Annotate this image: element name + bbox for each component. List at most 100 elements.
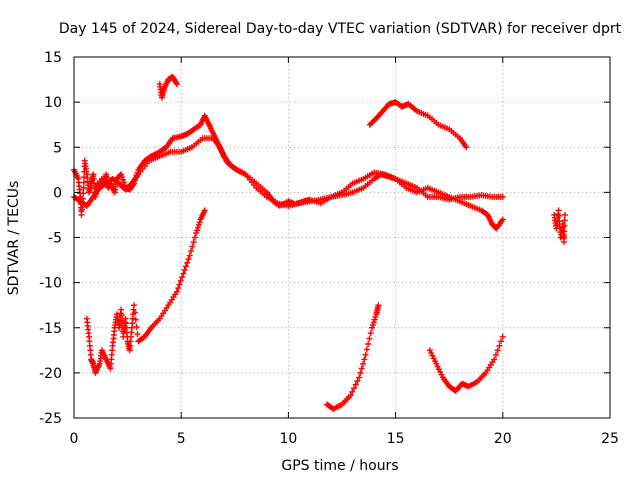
- data-point: [491, 356, 498, 363]
- data-point: [134, 331, 141, 338]
- series-arc-f: [323, 302, 382, 412]
- data-point: [365, 340, 372, 347]
- data-point: [360, 360, 367, 367]
- data-point: [194, 227, 201, 234]
- data-point: [188, 248, 195, 255]
- data-point: [352, 381, 359, 388]
- data-point: [78, 206, 85, 213]
- data-point: [375, 302, 382, 309]
- data-point: [133, 323, 140, 330]
- data-point: [358, 365, 365, 372]
- data-point: [438, 371, 445, 378]
- data-point: [201, 207, 208, 214]
- data-point: [437, 368, 444, 375]
- data-point: [175, 285, 182, 292]
- data-point: [173, 288, 180, 295]
- data-point: [494, 347, 501, 354]
- data-point: [118, 306, 125, 313]
- x-tick-label: 0: [70, 431, 79, 447]
- data-point: [369, 322, 376, 329]
- data-point: [193, 229, 200, 236]
- x-tick-label: 15: [387, 431, 405, 447]
- data-point: [196, 219, 203, 226]
- data-point: [131, 309, 138, 316]
- data-point: [370, 319, 377, 326]
- data-point: [357, 369, 364, 376]
- series-arc-h: [551, 207, 568, 246]
- data-point: [185, 256, 192, 263]
- data-point: [499, 216, 506, 223]
- data-point: [498, 338, 505, 345]
- y-tick-label: 5: [53, 140, 62, 156]
- data-points: [71, 73, 568, 412]
- y-tick-labels: -25 -20 -15 -10 -5 0 5 10 15: [39, 50, 62, 427]
- data-point: [555, 207, 562, 214]
- series-arc-b: [71, 135, 506, 209]
- data-point: [194, 224, 201, 231]
- y-tick-label: 10: [44, 95, 62, 111]
- data-point: [349, 388, 356, 395]
- data-point: [232, 165, 239, 172]
- x-tick-label: 5: [177, 431, 186, 447]
- data-point: [186, 252, 193, 259]
- data-point: [560, 239, 567, 246]
- data-point: [80, 184, 87, 191]
- x-tick-label: 10: [279, 431, 297, 447]
- y-axis-label: SDTVAR / TECUs: [6, 181, 22, 296]
- data-point: [119, 176, 126, 183]
- data-point: [430, 355, 437, 362]
- data-point: [433, 360, 440, 367]
- data-point: [351, 385, 358, 392]
- data-point: [184, 259, 191, 266]
- data-point: [177, 277, 184, 284]
- data-point: [499, 333, 506, 340]
- data-point: [429, 352, 436, 359]
- data-point: [367, 330, 374, 337]
- data-point: [361, 356, 368, 363]
- data-point: [426, 347, 433, 354]
- data-point: [119, 174, 126, 181]
- data-point: [435, 366, 442, 373]
- series-arc-e: [83, 207, 208, 376]
- data-point: [561, 222, 568, 229]
- data-point: [561, 233, 568, 240]
- data-point: [362, 351, 369, 358]
- data-point: [176, 281, 183, 288]
- chart-title: Day 145 of 2024, Sidereal Day-to-day VTE…: [59, 21, 622, 37]
- axis-ticks: [73, 56, 611, 419]
- data-point: [556, 218, 563, 225]
- series-arc-d: [366, 99, 470, 151]
- data-point: [434, 363, 441, 370]
- data-point: [561, 217, 568, 224]
- x-axis-label: GPS time / hours: [281, 458, 398, 474]
- x-tick-labels: 0 5 10 15 20 25: [70, 431, 619, 447]
- data-point: [81, 174, 88, 181]
- data-point: [561, 211, 568, 218]
- data-point: [428, 350, 435, 357]
- data-point: [78, 211, 85, 218]
- data-point: [561, 228, 568, 235]
- y-tick-label: -10: [39, 276, 62, 292]
- data-point: [132, 316, 139, 323]
- data-point: [191, 234, 198, 241]
- data-point: [496, 342, 503, 349]
- data-point: [347, 392, 354, 399]
- y-tick-label: 0: [53, 185, 62, 201]
- data-point: [118, 312, 125, 319]
- data-point: [131, 302, 138, 309]
- y-tick-label: 15: [44, 50, 62, 66]
- data-point: [179, 274, 186, 281]
- data-point: [356, 374, 363, 381]
- data-point: [181, 266, 188, 273]
- data-point: [146, 154, 153, 161]
- data-point: [371, 316, 378, 323]
- x-tick-label: 20: [494, 431, 512, 447]
- data-point: [354, 377, 361, 384]
- data-point: [363, 346, 370, 353]
- data-point: [127, 181, 134, 188]
- data-point: [80, 190, 87, 197]
- data-point: [492, 351, 499, 358]
- y-tick-label: -25: [39, 411, 62, 427]
